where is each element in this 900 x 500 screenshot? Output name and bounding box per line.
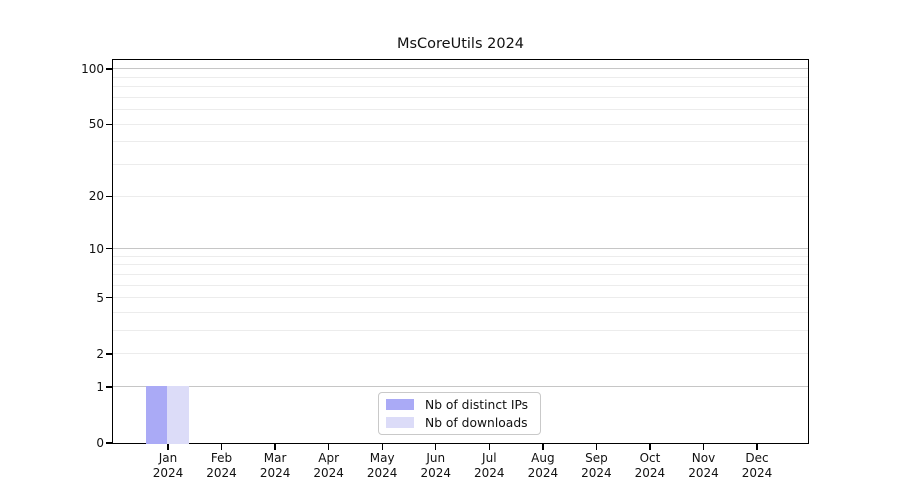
- x-tick-label-apr-2024: Apr 2024: [313, 451, 344, 480]
- minor-gridline-30: [113, 164, 808, 166]
- minor-gridline-4: [113, 311, 808, 313]
- x-tick-jun-2024: [435, 444, 437, 450]
- chart-title: MsCoreUtils 2024: [396, 36, 525, 52]
- x-tick-sep-2024: [595, 444, 598, 450]
- x-tick-label-sep-2024: Sep 2024: [581, 451, 612, 480]
- minor-gridline-7: [113, 273, 808, 275]
- x-tick-label-aug-2024: Aug 2024: [527, 451, 559, 480]
- legend-label-downloads: Nb of downloads: [425, 415, 528, 430]
- minor-gridline-20: [113, 195, 808, 197]
- y-tick-1: [106, 386, 112, 388]
- minor-gridline-60: [113, 109, 808, 111]
- x-tick-nov-2024: [702, 444, 705, 450]
- y-tick-label-10: 10: [88, 241, 104, 256]
- x-tick-mar-2024: [274, 444, 276, 450]
- x-tick-apr-2024: [327, 444, 330, 450]
- major-gridline-100: [113, 68, 808, 70]
- y-tick-20: [106, 195, 112, 197]
- legend-entry-distinct-ips: Nb of distinct IPs: [386, 398, 540, 412]
- minor-gridline-80: [113, 86, 808, 88]
- x-tick-label-nov-2024: Nov 2024: [688, 451, 719, 480]
- y-tick-label-50: 50: [88, 117, 104, 132]
- minor-gridline-90: [113, 76, 808, 78]
- legend-label-distinct-ips: Nb of distinct IPs: [425, 397, 529, 412]
- x-tick-label-jan-2024: Jan 2024: [152, 451, 184, 480]
- minor-gridline-40: [113, 141, 808, 143]
- legend: Nb of distinct IPs Nb of downloads: [378, 392, 541, 435]
- x-tick-label-jul-2024: Jul 2024: [474, 451, 505, 480]
- minor-gridline-2: [113, 353, 808, 355]
- major-gridline-10: [113, 248, 808, 250]
- minor-gridline-70: [113, 96, 808, 98]
- minor-gridline-50: [113, 123, 808, 125]
- minor-gridline-9: [113, 255, 808, 257]
- y-tick-label-0: 0: [96, 436, 104, 450]
- x-tick-label-oct-2024: Oct 2024: [634, 451, 666, 480]
- y-tick-label-100: 100: [81, 62, 104, 76]
- bar-nb-of-distinct-ips-jan-2024: [145, 386, 168, 444]
- y-tick-50: [106, 123, 112, 126]
- y-tick-label-20: 20: [88, 189, 104, 204]
- legend-entry-downloads: Nb of downloads: [386, 416, 540, 430]
- x-tick-jul-2024: [488, 444, 490, 450]
- x-tick-dec-2024: [756, 444, 758, 450]
- x-tick-may-2024: [381, 444, 383, 450]
- x-tick-label-dec-2024: Dec 2024: [741, 451, 773, 480]
- bar-nb-of-downloads-jan-2024: [167, 386, 189, 444]
- x-tick-label-mar-2024: Mar 2024: [259, 451, 291, 480]
- minor-gridline-5: [113, 297, 808, 299]
- plot-area: [112, 59, 809, 444]
- minor-gridline-3: [113, 330, 808, 332]
- y-tick-100: [106, 68, 112, 70]
- y-tick-2: [106, 353, 112, 355]
- y-tick-10: [106, 247, 112, 250]
- y-tick-label-5: 5: [96, 290, 104, 305]
- minor-gridline-6: [113, 284, 808, 286]
- x-tick-label-may-2024: May 2024: [366, 451, 398, 480]
- legend-swatch-downloads: [386, 417, 414, 428]
- minor-gridline-8: [113, 264, 808, 266]
- y-tick-label-1: 1: [96, 379, 104, 394]
- y-tick-0: [106, 442, 112, 444]
- major-gridline-1: [113, 386, 808, 388]
- x-tick-feb-2024: [220, 444, 223, 450]
- x-tick-label-jun-2024: Jun 2024: [420, 451, 452, 480]
- x-tick-label-feb-2024: Feb 2024: [206, 451, 237, 480]
- y-tick-5: [106, 297, 112, 299]
- y-tick-label-2: 2: [96, 346, 104, 361]
- x-tick-oct-2024: [649, 444, 651, 450]
- legend-swatch-distinct-ips: [386, 399, 414, 410]
- x-tick-aug-2024: [542, 444, 544, 450]
- x-tick-jan-2024: [167, 444, 169, 450]
